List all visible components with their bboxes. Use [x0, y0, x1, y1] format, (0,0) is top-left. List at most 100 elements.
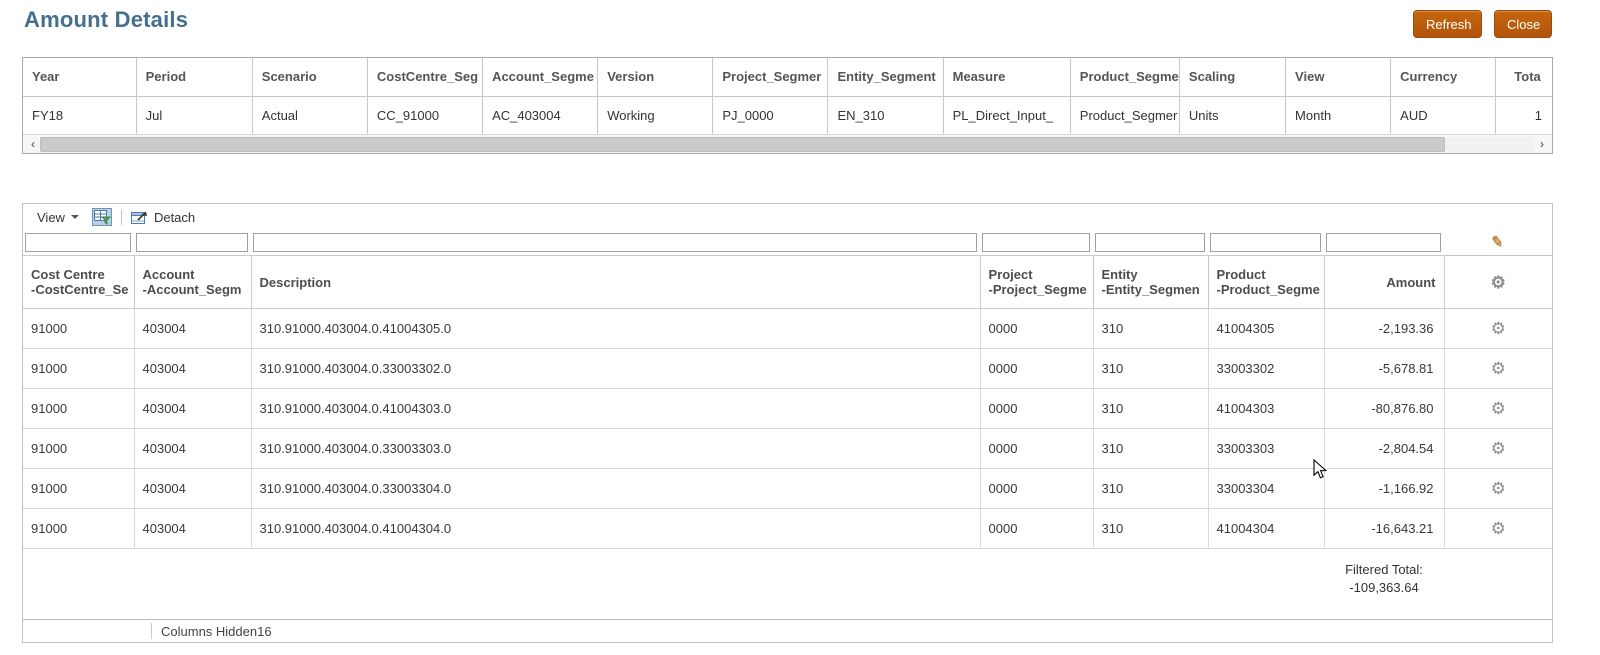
cell-account: 403004: [133, 348, 252, 389]
scroll-right-arrow-icon[interactable]: ›: [1540, 136, 1544, 151]
detach-label: Detach: [153, 209, 196, 225]
detach-window-icon: [130, 211, 148, 224]
filter-amount-input[interactable]: [1326, 232, 1441, 252]
page-title: Amount Details: [24, 7, 189, 32]
cell-amount: -2,804.54: [1323, 428, 1445, 469]
status-separator: [151, 623, 152, 639]
context-col-product: Product_Segme: [1069, 58, 1180, 97]
cell-account: 403004: [133, 428, 252, 469]
gear-icon[interactable]: ⚙: [1490, 319, 1506, 338]
cell-cost-centre: 91000: [23, 468, 135, 509]
context-col-scenario: Scenario: [251, 58, 368, 97]
context-col-costcentre: CostCentre_Seg: [366, 58, 483, 97]
filter-account-input[interactable]: [136, 232, 248, 252]
table-row[interactable]: 91000 403004 310.91000.403004.0.33003302…: [23, 348, 1552, 389]
filter-description-input[interactable]: [253, 232, 977, 252]
cell-entity: 310: [1092, 388, 1209, 429]
scrollbar-track[interactable]: [40, 136, 1535, 152]
cell-product: 41004303: [1207, 388, 1325, 429]
filter-entity-input[interactable]: [1095, 232, 1205, 252]
context-header-row: Year Period Scenario CostCentre_Seg Acco…: [23, 58, 1552, 97]
col-header-product[interactable]: Product -Product_Segme: [1207, 255, 1325, 309]
context-col-entity: Entity_Segment: [827, 58, 944, 97]
cell-project: 0000: [979, 508, 1094, 549]
gear-icon[interactable]: ⚙: [1490, 479, 1506, 498]
context-view-value: Month: [1285, 96, 1391, 134]
context-col-view: View: [1285, 58, 1391, 97]
table-footer: Filtered Total: -109,363.64: [23, 549, 1552, 619]
col-header-amount[interactable]: Amount: [1323, 255, 1445, 309]
status-bar: Columns Hidden16: [23, 619, 1552, 642]
cell-description: 310.91000.403004.0.41004305.0: [250, 308, 981, 349]
cell-cost-centre: 91000: [23, 348, 135, 389]
cell-cost-centre: 91000: [23, 388, 135, 429]
context-total-value: 1: [1495, 96, 1552, 134]
table-row[interactable]: 91000 403004 310.91000.403004.0.33003304…: [23, 468, 1552, 509]
filtered-total-label: Filtered Total:: [1345, 562, 1423, 577]
context-scenario-value: Actual: [251, 96, 368, 134]
filter-product-input[interactable]: [1210, 232, 1321, 252]
col-header-project[interactable]: Project -Project_Segme: [979, 255, 1094, 309]
cell-cost-centre: 91000: [23, 308, 135, 349]
table-toolbar: View Detach: [23, 204, 1552, 230]
filtered-total: Filtered Total: -109,363.64: [1319, 561, 1449, 597]
col-header-account[interactable]: Account -Account_Segm: [133, 255, 252, 309]
col-header-entity[interactable]: Entity -Entity_Segmen: [1092, 255, 1209, 309]
pencil-icon[interactable]: ✎: [1490, 233, 1505, 252]
col-header-actions[interactable]: ⚙: [1443, 255, 1552, 309]
context-year-value: FY18: [32, 107, 64, 123]
cell-cost-centre: 91000: [23, 508, 135, 549]
qbe-filter-toggle-button[interactable]: [91, 208, 112, 226]
context-costcentre-value: CC_91000: [366, 96, 483, 134]
cell-cost-centre: 91000: [23, 428, 135, 469]
context-measure-value: PL_Direct_Input_: [942, 96, 1071, 134]
scroll-left-arrow-icon[interactable]: ‹: [31, 136, 35, 151]
cell-project: 0000: [979, 428, 1094, 469]
cell-description: 310.91000.403004.0.41004303.0: [250, 388, 981, 429]
cell-entity: 310: [1092, 348, 1209, 389]
cell-account: 403004: [133, 468, 252, 509]
qbe-filter-row: ✎: [23, 230, 1552, 255]
table-row[interactable]: 91000 403004 310.91000.403004.0.41004304…: [23, 508, 1552, 549]
gear-icon[interactable]: ⚙: [1490, 439, 1506, 458]
cell-amount: -2,193.36: [1323, 308, 1445, 349]
gear-icon[interactable]: ⚙: [1490, 272, 1506, 292]
refresh-button[interactable]: Refresh: [1413, 10, 1482, 38]
col-header-description[interactable]: Description: [250, 255, 981, 309]
context-col-year: Year: [23, 58, 137, 97]
context-data-row: FY18 Jul Actual CC_91000 AC_403004 Worki…: [23, 96, 1552, 134]
close-button[interactable]: Close: [1494, 10, 1552, 38]
table-row[interactable]: 91000 403004 310.91000.403004.0.41004305…: [23, 308, 1552, 349]
view-menu-button[interactable]: View: [37, 210, 79, 225]
scrollbar-thumb[interactable]: [40, 136, 1446, 152]
gear-icon[interactable]: ⚙: [1490, 519, 1506, 538]
toolbar-separator: [120, 209, 122, 225]
context-col-scaling: Scaling: [1178, 58, 1286, 97]
context-scaling-value: Units: [1178, 96, 1286, 134]
horizontal-scrollbar[interactable]: ‹ ›: [23, 134, 1552, 153]
context-col-measure: Measure: [942, 58, 1071, 97]
cell-account: 403004: [133, 388, 252, 429]
filter-project-input[interactable]: [982, 232, 1090, 252]
table-row[interactable]: 91000 403004 310.91000.403004.0.33003303…: [23, 428, 1552, 469]
detach-button[interactable]: Detach: [130, 209, 196, 225]
gear-icon[interactable]: ⚙: [1490, 399, 1506, 418]
cell-entity: 310: [1092, 428, 1209, 469]
gear-icon[interactable]: ⚙: [1490, 359, 1506, 378]
columns-hidden-count: 16: [257, 623, 272, 639]
context-account-value: AC_403004: [482, 96, 598, 134]
columns-hidden-label: Columns Hidden: [161, 623, 258, 639]
context-col-currency: Currency: [1390, 58, 1496, 97]
table-row[interactable]: 91000 403004 310.91000.403004.0.41004303…: [23, 388, 1552, 429]
cell-product: 33003302: [1207, 348, 1325, 389]
context-col-account: Account_Segme: [482, 58, 598, 97]
cell-product: 33003304: [1207, 468, 1325, 509]
col-header-cost-centre[interactable]: Cost Centre -CostCentre_Se: [23, 255, 135, 309]
cell-product: 41004305: [1207, 308, 1325, 349]
cell-product: 33003303: [1207, 428, 1325, 469]
cell-description: 310.91000.403004.0.33003304.0: [250, 468, 981, 509]
cell-project: 0000: [979, 388, 1094, 429]
filter-cost-centre-input[interactable]: [25, 232, 131, 252]
context-col-period: Period: [135, 58, 253, 97]
context-col-project: Project_Segmer: [712, 58, 828, 97]
